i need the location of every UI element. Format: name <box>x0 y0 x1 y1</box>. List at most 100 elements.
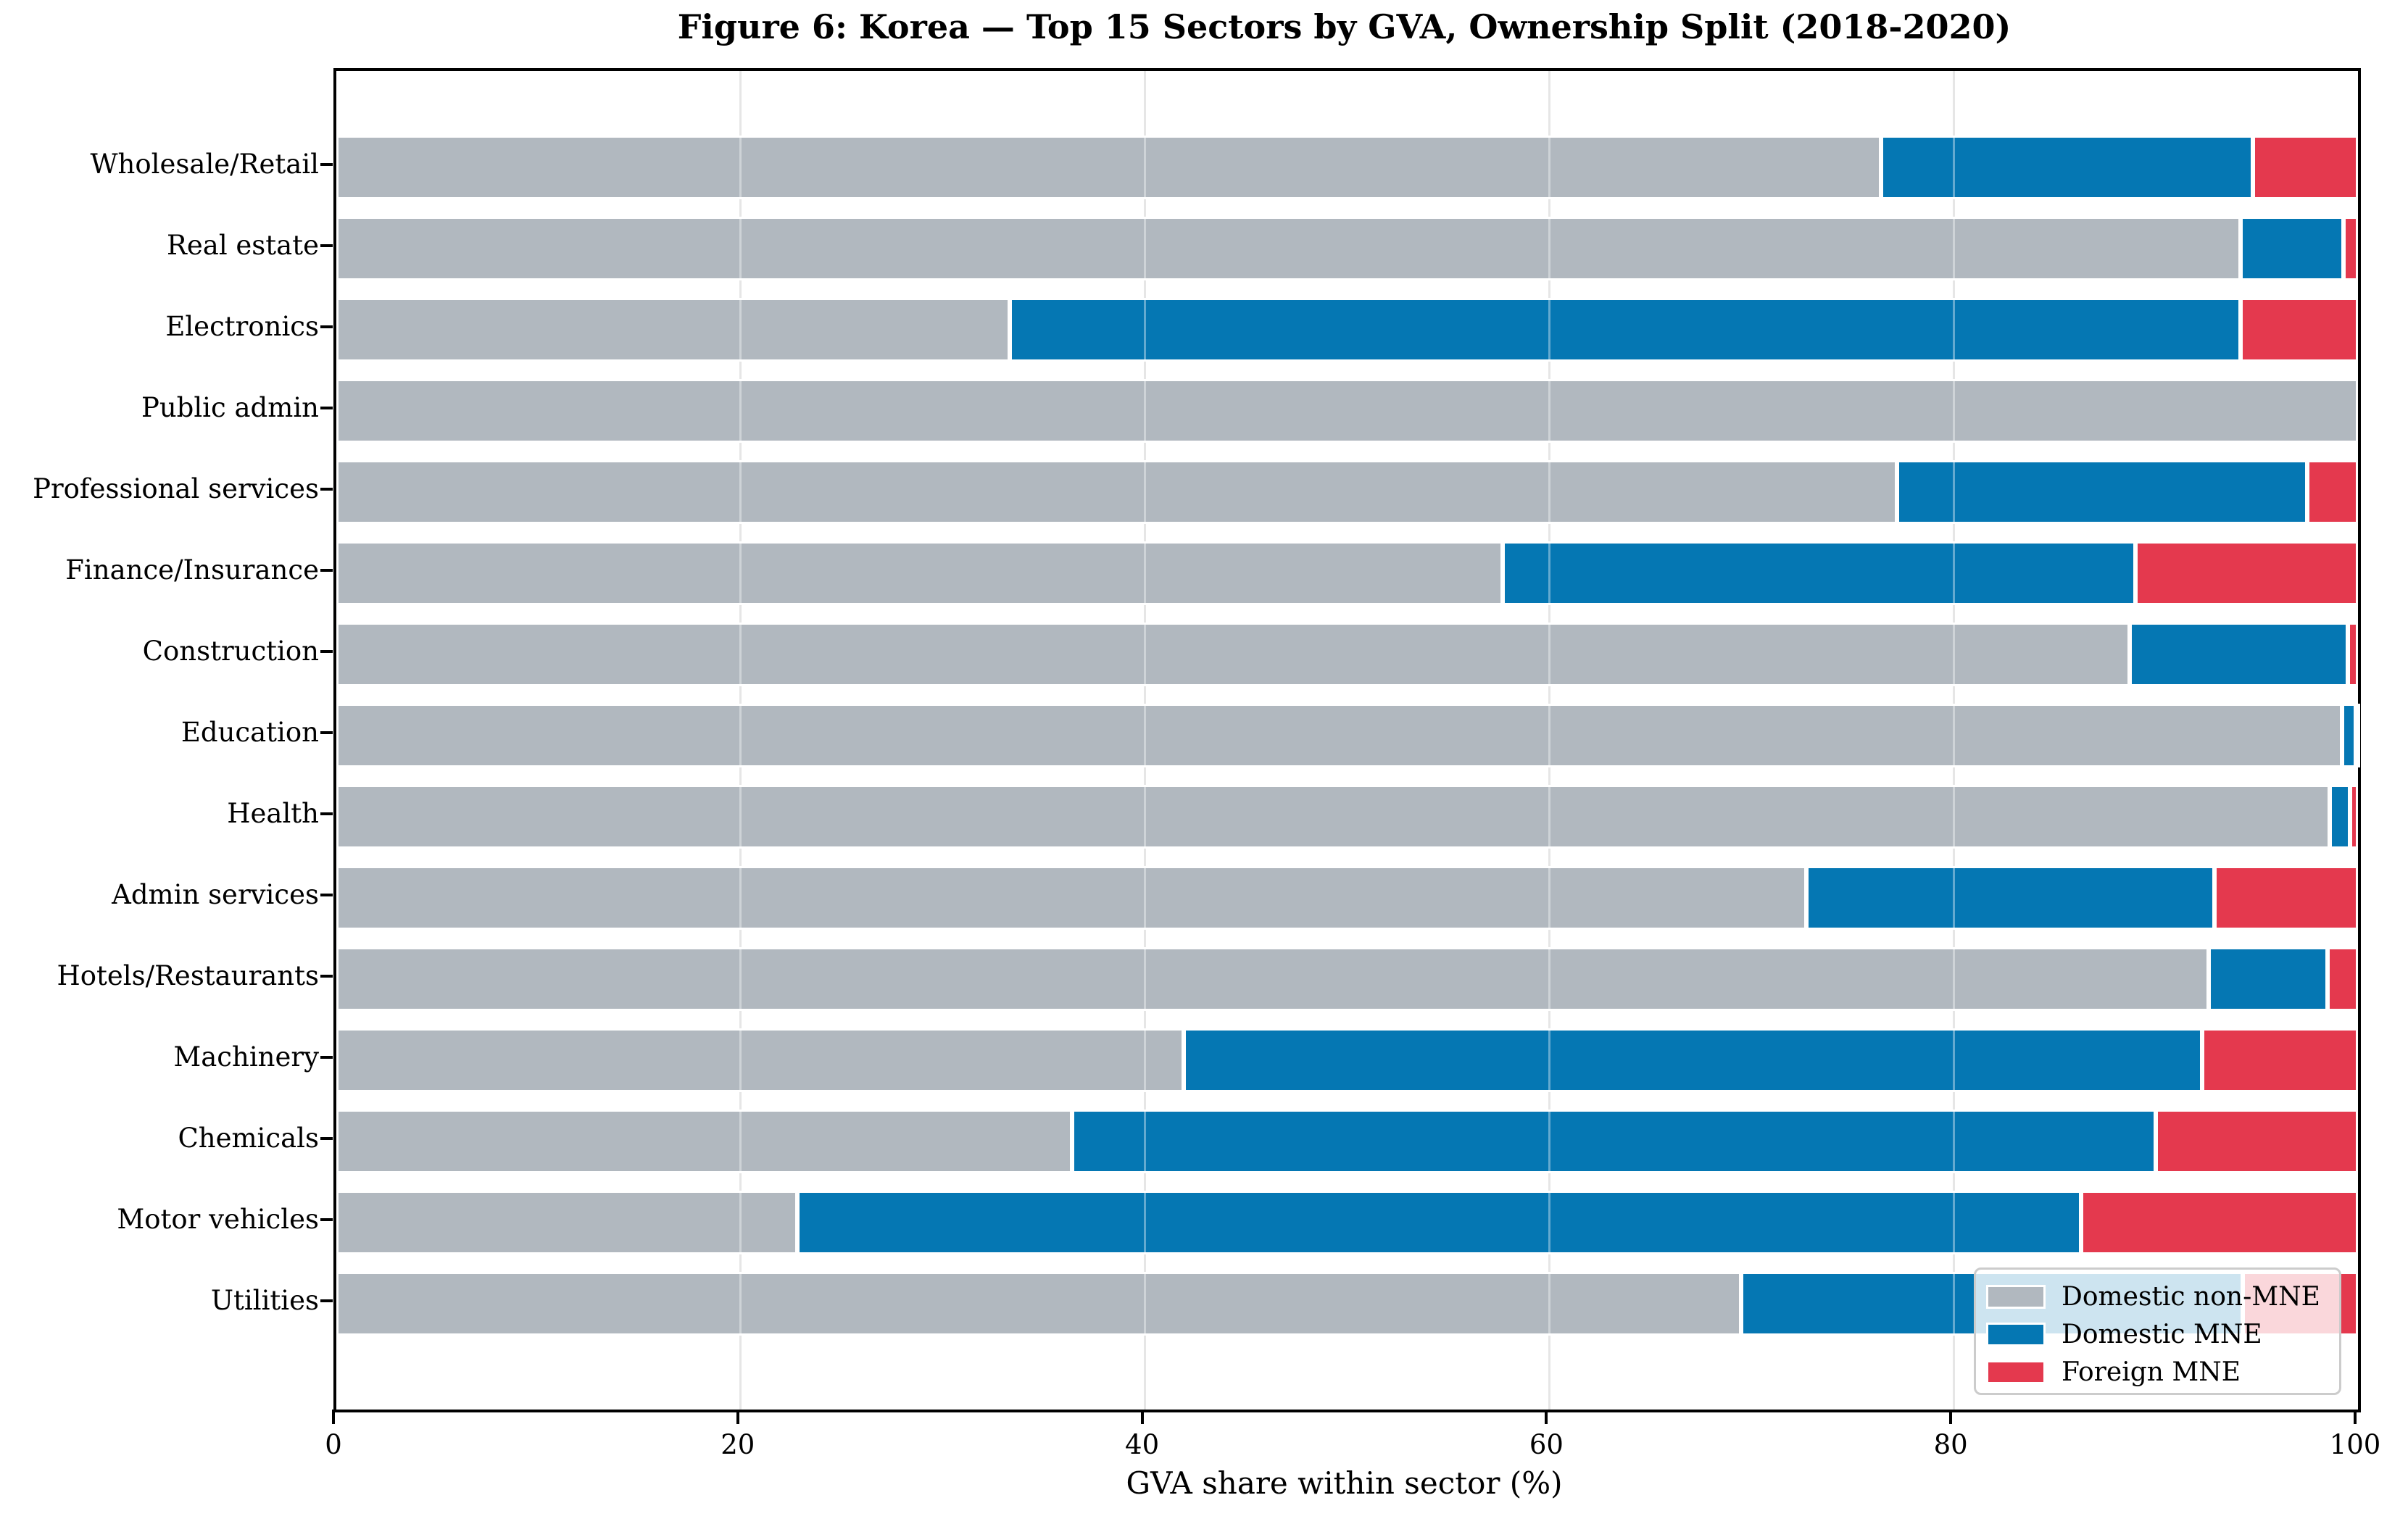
y-tick-mark <box>320 488 333 491</box>
y-axis-label: Health <box>227 798 319 829</box>
bar-segment-foreign-mne <box>2135 541 2358 605</box>
bar-row <box>336 217 2358 280</box>
bar-segment-foreign-mne <box>2349 785 2358 849</box>
x-axis-title: GVA share within sector (%) <box>1126 1465 1563 1501</box>
bar-segment-foreign-mne <box>2202 1028 2358 1092</box>
plot-area <box>333 68 2361 1412</box>
bar-segment-domestic-non-mne <box>336 947 2209 1011</box>
y-tick-mark <box>320 163 333 166</box>
y-tick-mark <box>320 1218 333 1221</box>
y-axis-label: Motor vehicles <box>117 1204 319 1235</box>
bar-segment-domestic-non-mne <box>336 1110 1073 1173</box>
bar-segment-foreign-mne <box>2080 1191 2358 1254</box>
y-axis-label: Machinery <box>173 1041 319 1073</box>
x-tick-label: 20 <box>721 1429 755 1460</box>
bar-segment-domestic-mne <box>2241 217 2344 280</box>
x-tick-label: 80 <box>1933 1429 1968 1460</box>
bar-segment-domestic-mne <box>2329 785 2350 849</box>
legend-swatch-foreign-mne <box>1986 1360 2046 1384</box>
bar-segment-domestic-mne <box>1072 1110 2156 1173</box>
grid-line-overlay <box>739 71 742 1410</box>
y-tick-mark <box>320 325 333 328</box>
legend: Domestic non-MNE Domestic MNE Foreign MNE <box>1974 1267 2341 1395</box>
bar-row <box>336 1110 2358 1173</box>
legend-label: Foreign MNE <box>2062 1357 2241 1387</box>
legend-label: Domestic non-MNE <box>2062 1281 2320 1312</box>
bar-row <box>336 298 2358 362</box>
bar-segment-domestic-mne <box>1897 460 2308 524</box>
legend-label: Domestic MNE <box>2062 1319 2262 1349</box>
x-tick-mark <box>2354 1410 2357 1424</box>
bar-row <box>336 379 2358 443</box>
bar-segment-foreign-mne <box>2328 947 2358 1011</box>
bar-row <box>336 866 2358 930</box>
bar-segment-domestic-mne <box>2341 704 2357 767</box>
bar-segment-foreign-mne <box>2241 298 2358 362</box>
bar-segment-foreign-mne <box>2307 460 2358 524</box>
y-axis-label: Wholesale/Retail <box>90 149 319 180</box>
x-tick-mark <box>736 1410 739 1424</box>
bar-segment-domestic-non-mne <box>336 1272 1742 1336</box>
y-tick-mark <box>320 1137 333 1140</box>
x-tick-mark <box>1545 1410 1548 1424</box>
bar-segment-domestic-non-mne <box>336 1191 797 1254</box>
bar-segment-foreign-mne <box>2343 217 2358 280</box>
y-axis-label: Chemicals <box>178 1123 319 1154</box>
bar-segment-domestic-non-mne <box>336 541 1503 605</box>
bar-segment-foreign-mne <box>2356 704 2361 767</box>
y-tick-mark <box>320 1056 333 1059</box>
bar-segment-domestic-mne <box>1503 541 2136 605</box>
y-axis-label: Utilities <box>210 1285 319 1316</box>
bar-row <box>336 541 2358 605</box>
y-tick-mark <box>320 650 333 653</box>
x-tick-label: 100 <box>2329 1429 2381 1460</box>
bar-segment-domestic-non-mne <box>336 704 2342 767</box>
grid-line-overlay <box>1144 71 1147 1410</box>
bar-row <box>336 460 2358 524</box>
bar-segment-domestic-non-mne <box>336 379 2358 443</box>
bar-row <box>336 1028 2358 1092</box>
bar-segment-domestic-non-mne <box>336 1028 1184 1092</box>
bar-segment-foreign-mne <box>2348 623 2358 686</box>
grid-line-overlay <box>1952 71 1955 1410</box>
bar-segment-domestic-mne <box>1183 1028 2203 1092</box>
legend-swatch-domestic-non-mne <box>1986 1284 2046 1309</box>
x-tick-label: 40 <box>1125 1429 1160 1460</box>
bar-segment-domestic-non-mne <box>336 866 1806 930</box>
x-tick-label: 0 <box>325 1429 342 1460</box>
bar-row <box>336 623 2358 686</box>
bar-segment-domestic-mne <box>797 1191 2081 1254</box>
x-tick-mark <box>1949 1410 1953 1424</box>
y-axis-label: Hotels/Restaurants <box>57 960 319 991</box>
y-axis-label: Real estate <box>167 230 319 261</box>
bar-segment-foreign-mne <box>2252 136 2358 199</box>
y-axis-label: Admin services <box>112 879 319 910</box>
bar-segment-domestic-non-mne <box>336 136 1881 199</box>
y-tick-mark <box>320 894 333 896</box>
y-axis-label: Public admin <box>141 392 319 423</box>
legend-item: Domestic MNE <box>1986 1315 2339 1353</box>
x-tick-mark <box>332 1410 335 1424</box>
y-tick-mark <box>320 731 333 734</box>
y-axis-label: Professional services <box>33 473 319 504</box>
bar-row <box>336 704 2361 767</box>
y-axis-label: Finance/Insurance <box>65 554 319 586</box>
y-tick-mark <box>320 812 333 815</box>
bar-segment-foreign-mne <box>2214 866 2358 930</box>
y-axis-label: Education <box>180 717 319 748</box>
bar-segment-domestic-non-mne <box>336 298 1010 362</box>
bar-segment-domestic-non-mne <box>336 217 2241 280</box>
bar-segment-domestic-non-mne <box>336 460 1898 524</box>
x-tick-label: 60 <box>1529 1429 1564 1460</box>
legend-item: Foreign MNE <box>1986 1353 2339 1391</box>
y-tick-mark <box>320 244 333 247</box>
grid-line-overlay <box>1548 71 1550 1410</box>
bar-segment-domestic-mne <box>2129 623 2349 686</box>
x-tick-mark <box>1140 1410 1144 1424</box>
y-tick-mark <box>320 975 333 978</box>
y-tick-mark <box>320 1299 333 1302</box>
bar-segment-domestic-mne <box>1009 298 2241 362</box>
bar-segment-domestic-mne <box>2208 947 2328 1011</box>
bar-segment-domestic-mne <box>1880 136 2253 199</box>
